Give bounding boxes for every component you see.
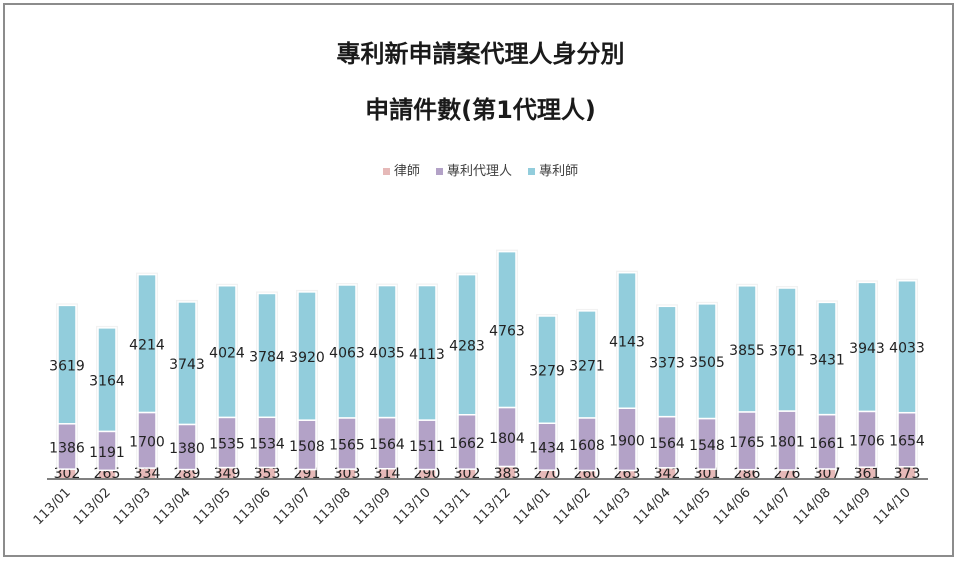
x-tick-label: 113/02 <box>71 485 114 528</box>
data-label: 1654 <box>889 434 925 450</box>
x-tick-label: 113/12 <box>471 485 514 528</box>
data-label: 3505 <box>689 355 725 371</box>
x-tick-label: 114/10 <box>871 485 914 528</box>
data-label: 3743 <box>169 357 205 373</box>
data-label: 3943 <box>849 341 885 357</box>
data-label: 3920 <box>289 350 325 366</box>
data-label: 4035 <box>369 346 405 362</box>
x-tick-label: 113/01 <box>31 485 74 528</box>
x-tick-label: 114/03 <box>591 485 634 528</box>
data-label: 1386 <box>49 440 85 456</box>
x-tick-label: 114/01 <box>511 485 554 528</box>
x-tick-label: 113/05 <box>191 485 234 528</box>
data-label: 1804 <box>489 431 525 447</box>
data-label: 4283 <box>449 339 485 355</box>
data-label: 1535 <box>209 436 245 452</box>
data-label: 3373 <box>649 355 685 371</box>
data-label: 3619 <box>49 359 85 375</box>
x-tick-label: 114/02 <box>551 485 594 528</box>
data-label: 1508 <box>289 439 325 455</box>
data-label: 1765 <box>729 435 765 451</box>
data-label: 1565 <box>329 437 365 453</box>
data-label: 3271 <box>569 358 605 374</box>
data-label: 4143 <box>609 334 645 350</box>
data-label: 4214 <box>129 338 165 354</box>
data-label: 3761 <box>769 344 805 360</box>
data-label: 1511 <box>409 439 445 455</box>
x-tick-label: 113/11 <box>431 485 474 528</box>
x-tick-label: 113/03 <box>111 485 154 528</box>
data-label: 3784 <box>249 349 285 365</box>
data-label: 1380 <box>169 441 205 457</box>
data-label: 3855 <box>729 343 765 359</box>
data-label: 1661 <box>809 436 845 452</box>
data-label: 4024 <box>209 346 245 362</box>
x-tick-label: 113/09 <box>351 485 394 528</box>
x-tick-label: 114/09 <box>831 485 874 528</box>
data-label: 1608 <box>569 438 605 454</box>
data-label: 1191 <box>89 445 125 461</box>
x-tick-label: 114/08 <box>791 485 834 528</box>
data-label: 4033 <box>889 341 925 357</box>
data-label: 3164 <box>89 374 125 390</box>
x-tick-label: 113/06 <box>231 485 274 528</box>
x-tick-label: 113/07 <box>271 485 314 528</box>
x-tick-label: 114/04 <box>631 485 674 528</box>
x-tick-label: 113/08 <box>311 485 354 528</box>
data-label: 1564 <box>649 436 685 452</box>
x-tick-label: 114/06 <box>711 485 754 528</box>
data-label: 1548 <box>689 438 725 454</box>
data-label: 4763 <box>489 324 525 340</box>
data-label: 1564 <box>369 437 405 453</box>
x-tick-label: 114/05 <box>671 485 714 528</box>
data-label: 1700 <box>129 434 165 450</box>
data-label: 4063 <box>329 345 365 361</box>
data-label: 1434 <box>529 441 565 457</box>
data-label: 1900 <box>609 433 645 449</box>
data-label: 3279 <box>529 364 565 380</box>
data-label: 3431 <box>809 352 845 368</box>
data-label: 1662 <box>449 436 485 452</box>
x-tick-label: 113/10 <box>391 485 434 528</box>
data-label: 4113 <box>409 347 445 363</box>
x-tick-label: 113/04 <box>151 485 194 528</box>
x-tick-label: 114/07 <box>751 485 794 528</box>
data-label: 1801 <box>769 435 805 451</box>
data-label: 1534 <box>249 436 285 452</box>
data-label: 1706 <box>849 433 885 449</box>
